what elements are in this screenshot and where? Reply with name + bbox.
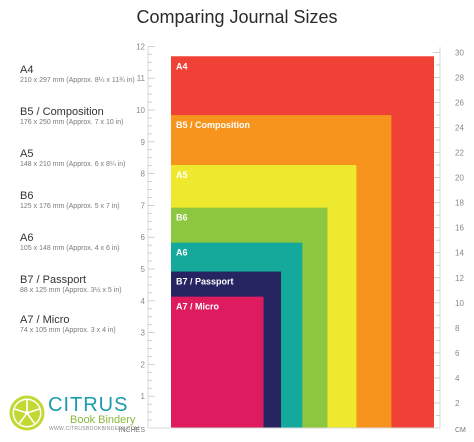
cm-tick-label: 14 bbox=[455, 249, 464, 258]
cm-tick-label: 24 bbox=[455, 124, 464, 133]
size-box-label: B5 / Composition bbox=[176, 120, 250, 130]
size-label: A5 148 x 210 mm (Approx. 6 x 8¼ in) bbox=[20, 148, 125, 170]
size-name: A7 / Micro bbox=[20, 314, 70, 326]
cm-tick-label: 26 bbox=[455, 98, 464, 107]
cm-tick-label: 30 bbox=[455, 48, 464, 57]
size-dimensions: 74 x 105 mm (Approx. 3 x 4 in) bbox=[20, 327, 116, 334]
inch-tick-label: 4 bbox=[141, 297, 146, 306]
size-name: B5 / Composition bbox=[20, 106, 104, 118]
cm-tick-label: 16 bbox=[455, 224, 464, 233]
cm-axis-label: CM bbox=[455, 427, 466, 434]
size-box bbox=[171, 296, 264, 428]
size-label: B6 125 x 176 mm (Approx. 5 x 7 in) bbox=[20, 190, 120, 212]
inch-tick-label: 3 bbox=[141, 329, 146, 338]
cm-tick-label: 12 bbox=[455, 274, 464, 283]
inch-tick-label: 2 bbox=[141, 360, 146, 369]
size-dimensions: 105 x 148 mm (Approx. 4 x 6 in) bbox=[20, 245, 120, 252]
cm-tick-label: 4 bbox=[455, 374, 460, 383]
cm-tick-label: 18 bbox=[455, 199, 464, 208]
size-name: A4 bbox=[20, 64, 34, 76]
inch-tick-label: 11 bbox=[137, 74, 146, 83]
size-box-label: B6 bbox=[176, 213, 188, 223]
size-dimensions: 125 x 176 mm (Approx. 5 x 7 in) bbox=[20, 203, 120, 210]
size-box-label: A4 bbox=[176, 61, 188, 71]
size-box-label: B7 / Passport bbox=[176, 277, 234, 287]
size-box-label: A7 / Micro bbox=[176, 302, 220, 312]
logo-wordmark: CITRUS bbox=[48, 394, 129, 416]
inch-tick-label: 10 bbox=[136, 106, 145, 115]
size-label: A4 210 x 297 mm (Approx. 8¼ x 11¾ in) bbox=[20, 64, 135, 86]
inch-tick-label: 8 bbox=[141, 170, 146, 179]
size-dimensions: 148 x 210 mm (Approx. 6 x 8¼ in) bbox=[20, 161, 126, 168]
size-label: B5 / Composition 176 x 250 mm (Approx. 7 … bbox=[20, 106, 124, 128]
size-label: A7 / Micro 74 x 105 mm (Approx. 3 x 4 in) bbox=[20, 314, 116, 336]
logo-website: WWW.CITRUSBOOKBINDERY.COM bbox=[49, 426, 140, 432]
cm-tick-label: 2 bbox=[455, 399, 460, 408]
cm-tick-label: 20 bbox=[455, 174, 464, 183]
cm-tick-label: 8 bbox=[455, 324, 460, 333]
size-dimensions: 176 x 250 mm (Approx. 7 x 10 in) bbox=[20, 119, 124, 126]
size-label: B7 / Passport 88 x 125 mm (Approx. 3½ x 5… bbox=[20, 274, 122, 296]
size-name: A5 bbox=[20, 148, 34, 160]
size-box-label: A6 bbox=[176, 248, 188, 258]
inch-tick-label: 7 bbox=[141, 201, 146, 210]
inch-tick-label: 12 bbox=[136, 42, 145, 51]
cm-tick-label: 6 bbox=[455, 349, 460, 358]
cm-tick-label: 28 bbox=[455, 73, 464, 82]
inches-axis-label: INCHES bbox=[119, 427, 146, 434]
cm-tick-label: 22 bbox=[455, 149, 464, 158]
size-name: B7 / Passport bbox=[20, 274, 87, 286]
inch-tick-label: 5 bbox=[141, 265, 146, 274]
inch-tick-label: 6 bbox=[141, 233, 146, 242]
cm-tick-label: 10 bbox=[455, 299, 464, 308]
size-name: B6 bbox=[20, 190, 34, 202]
logo-subtitle: Book Bindery bbox=[70, 414, 136, 426]
size-dimensions: 88 x 125 mm (Approx. 3½ x 5 in) bbox=[20, 287, 122, 294]
size-box-label: A5 bbox=[176, 170, 188, 180]
size-name: A6 bbox=[20, 232, 34, 244]
size-dimensions: 210 x 297 mm (Approx. 8¼ x 11¾ in) bbox=[20, 77, 135, 84]
citrus-slice-icon bbox=[9, 395, 45, 431]
size-label: A6 105 x 148 mm (Approx. 4 x 6 in) bbox=[20, 232, 120, 254]
page-title: Comparing Journal Sizes bbox=[136, 7, 338, 27]
citrus-logo: CITRUS Book Bindery WWW.CITRUSBOOKBINDER… bbox=[8, 393, 168, 435]
inch-tick-label: 9 bbox=[141, 138, 146, 147]
inch-tick-label: 1 bbox=[141, 392, 146, 401]
